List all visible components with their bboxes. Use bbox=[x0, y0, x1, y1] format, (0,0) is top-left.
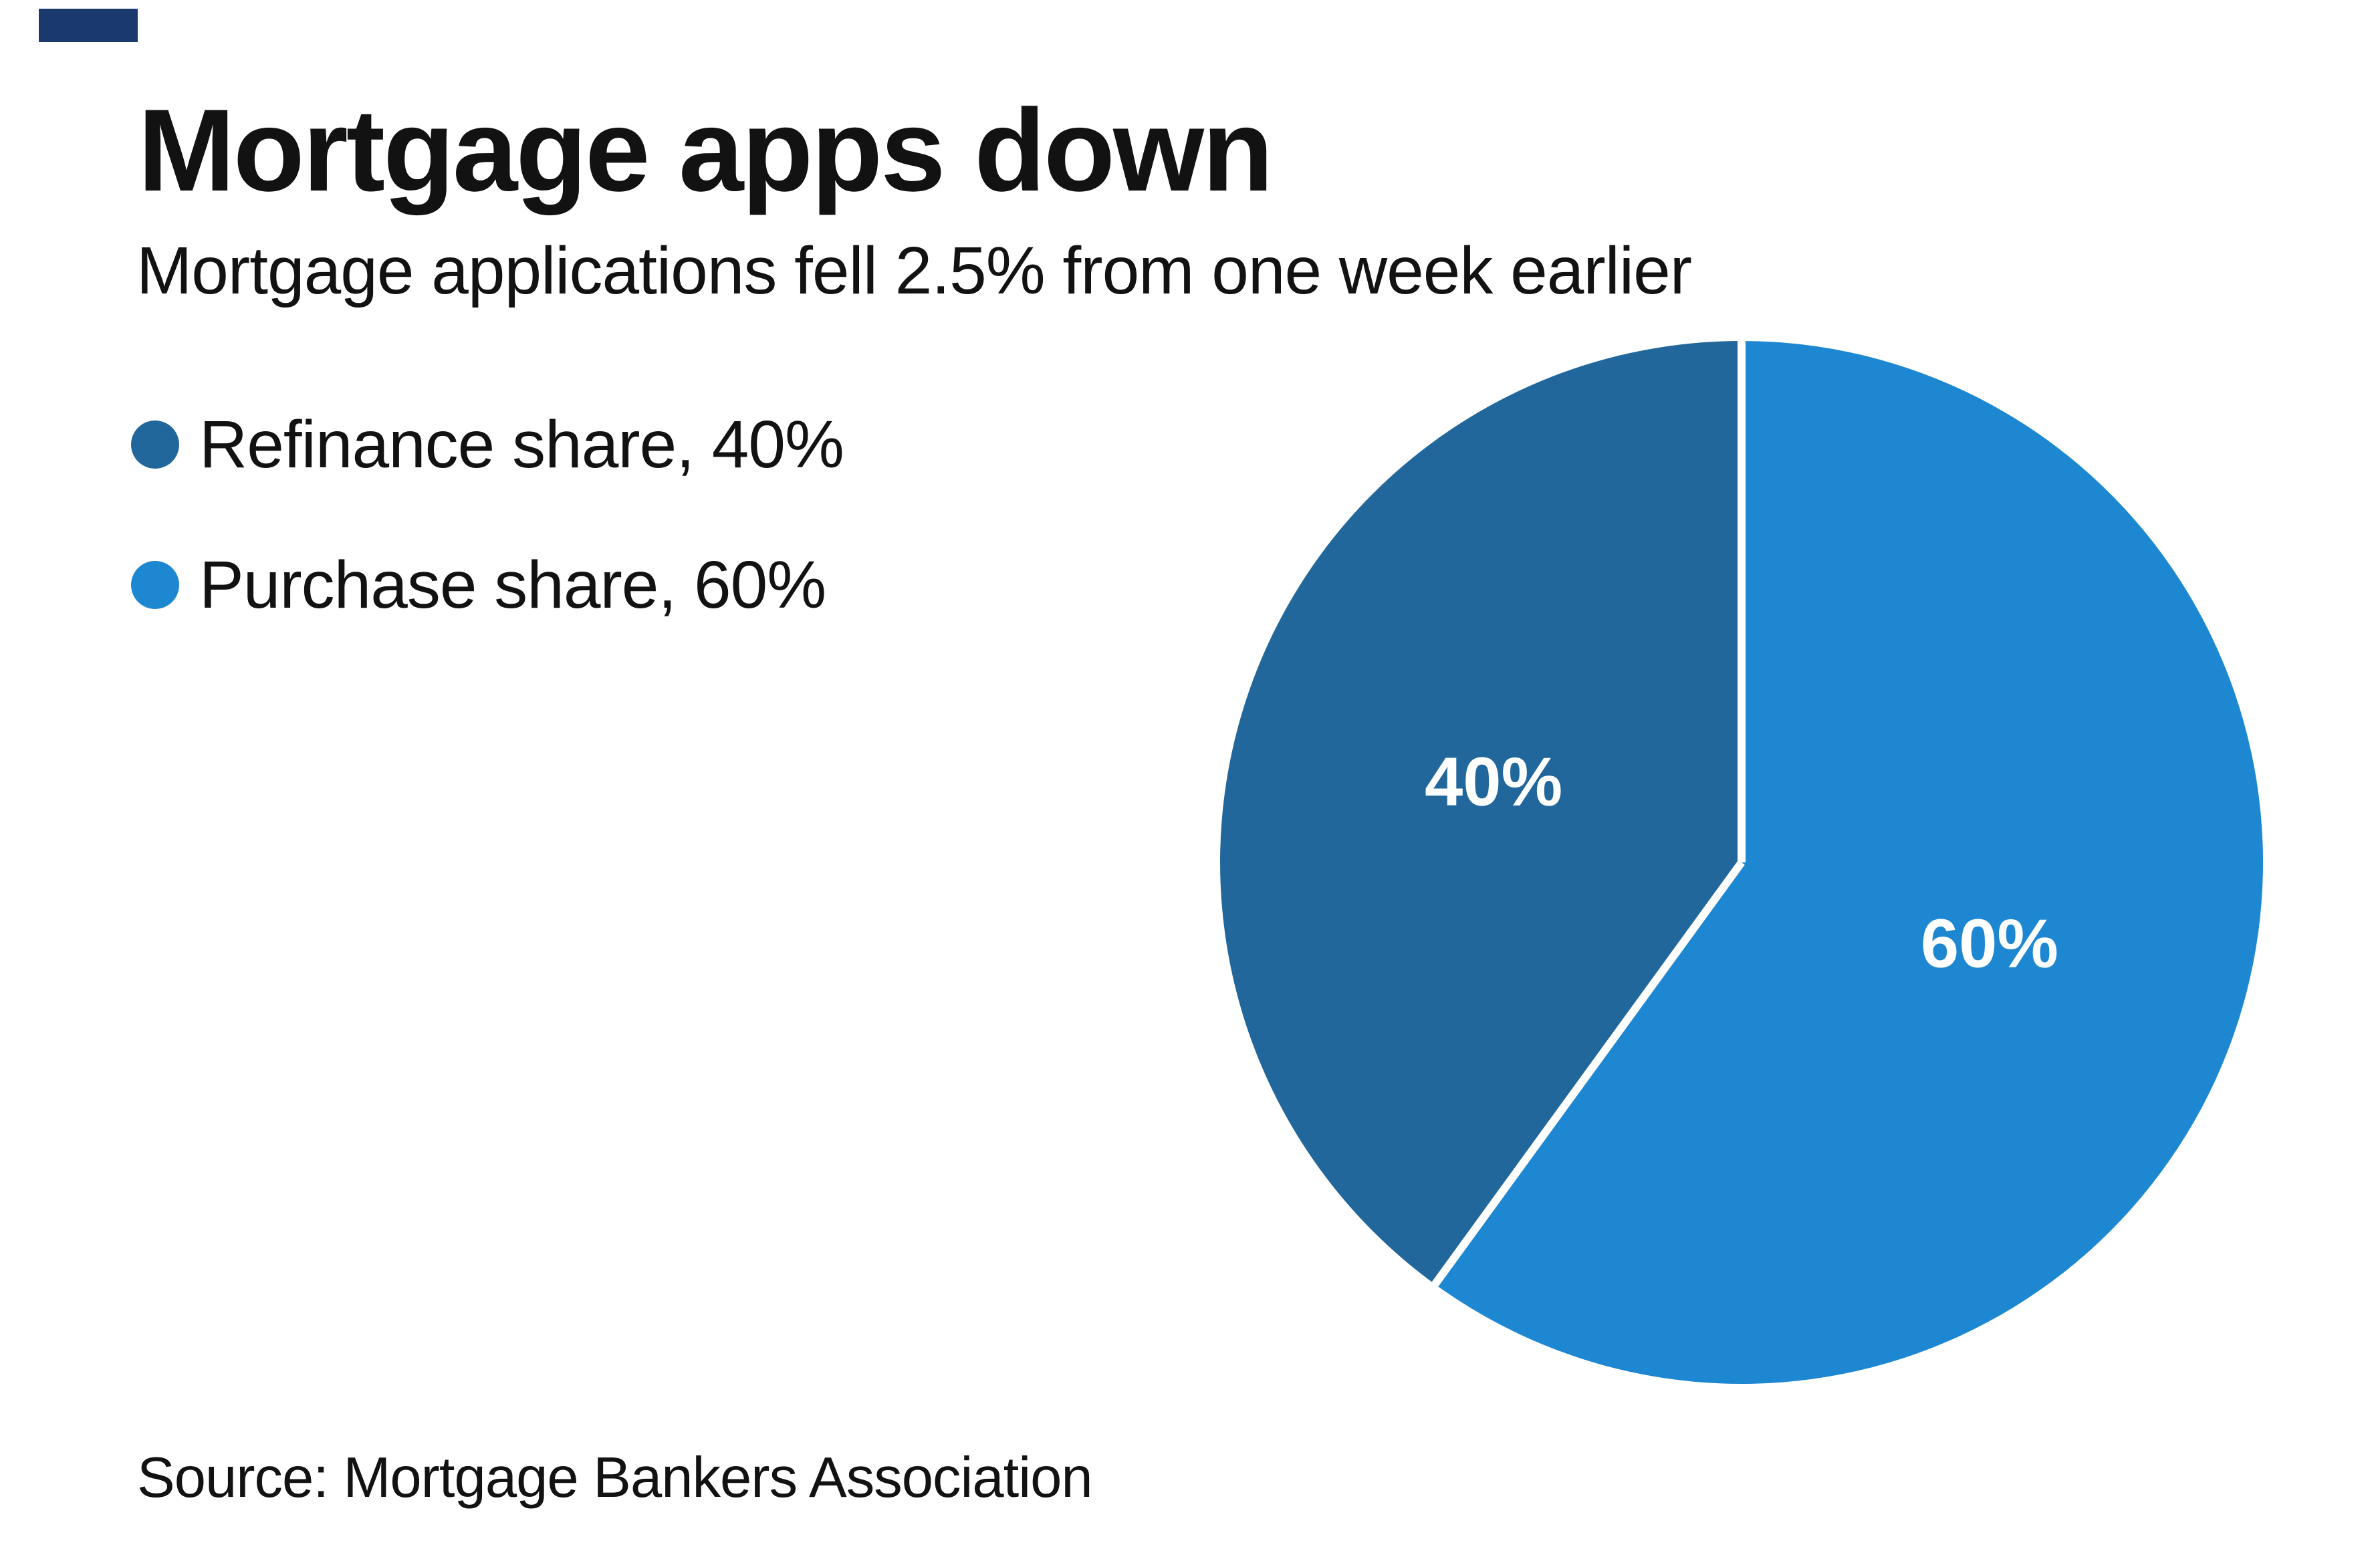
legend-item-refinance: Refinance share, 40% bbox=[131, 409, 844, 479]
slice-label-40: 40% bbox=[1425, 743, 1563, 820]
legend: Refinance share, 40% Purchase share, 60% bbox=[131, 409, 844, 620]
brand-corner-mark bbox=[39, 9, 138, 42]
slice-divider bbox=[1431, 860, 1745, 1287]
chart-subtitle: Mortgage applications fell 2.5% from one… bbox=[136, 233, 1692, 308]
pie-slice-refinance-share bbox=[1220, 341, 1742, 1284]
legend-item-purchase: Purchase share, 60% bbox=[131, 550, 844, 620]
source-note: Source: Mortgage Bankers Association bbox=[137, 1446, 1093, 1510]
pie-svg bbox=[1220, 341, 2263, 1384]
legend-swatch-purchase-icon bbox=[131, 560, 179, 609]
chart-title: Mortgage apps down bbox=[138, 86, 1274, 216]
legend-label-refinance: Refinance share, 40% bbox=[199, 406, 844, 482]
pie-chart: 60% 40% bbox=[1220, 341, 2263, 1384]
slice-label-60: 60% bbox=[1920, 905, 2058, 982]
pie-slice-purchase-share bbox=[1435, 341, 2263, 1384]
legend-label-purchase: Purchase share, 60% bbox=[199, 547, 826, 622]
legend-swatch-refinance-icon bbox=[131, 420, 179, 469]
